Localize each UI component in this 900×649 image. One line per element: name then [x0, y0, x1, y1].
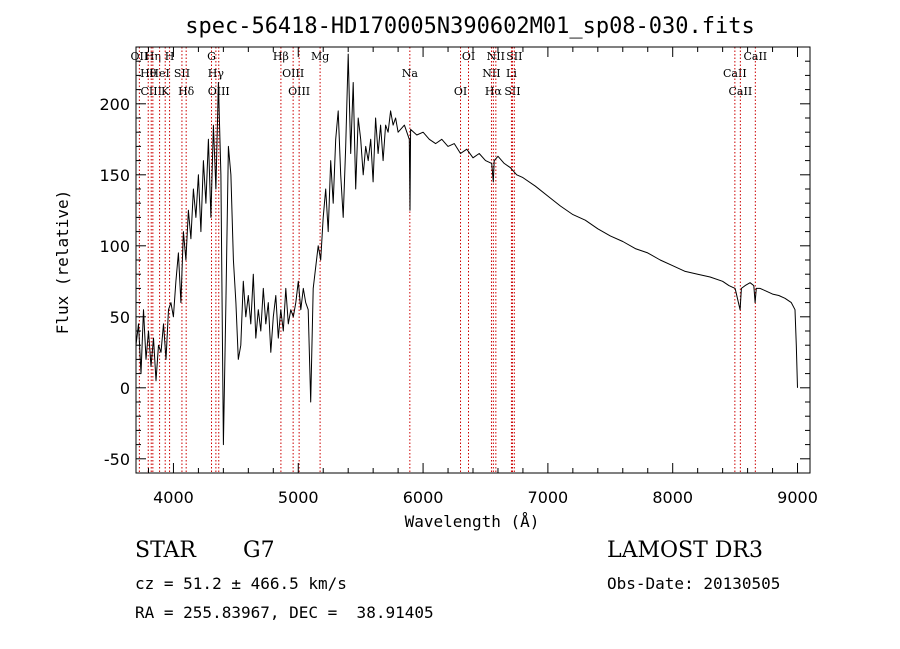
- ra-dec: RA = 255.83967, DEC = 38.91405: [135, 603, 434, 622]
- line-label: CIII: [141, 85, 162, 98]
- y-axis-label: Flux (relative): [53, 190, 72, 335]
- line-label: OI: [462, 50, 475, 63]
- y-tick-label: 200: [99, 95, 130, 114]
- line-label: Mg: [311, 50, 329, 63]
- line-label: Li: [506, 67, 517, 80]
- y-tick-label: 50: [110, 308, 130, 327]
- line-label: Hη: [145, 50, 161, 63]
- line-label: SII: [504, 85, 520, 98]
- spectrum-series: [135, 53, 798, 446]
- x-tick-label: 5000: [278, 488, 319, 507]
- x-tick-label: 7000: [528, 488, 569, 507]
- line-label: Hδ: [178, 85, 195, 98]
- y-tick-label: 100: [99, 237, 130, 256]
- line-label: Na: [402, 67, 419, 80]
- x-tick-label: 9000: [777, 488, 818, 507]
- line-label: OIII: [288, 85, 310, 98]
- line-label: HeI: [149, 67, 169, 80]
- axes: 4000 5000 6000 7000 8000 9000 -50 0 50 100 150 200: [99, 46, 818, 507]
- line-label: Hγ: [208, 67, 225, 80]
- line-label: NII: [487, 50, 505, 63]
- line-label: CaII: [743, 50, 767, 63]
- line-label: CaII: [729, 85, 753, 98]
- x-axis-label: Wavelength (Å): [405, 512, 540, 531]
- line-label: OI: [454, 85, 467, 98]
- object-class: STAR: [135, 538, 196, 563]
- line-label: OIII: [282, 67, 304, 80]
- plot-frame: [135, 46, 811, 474]
- line-label: NII: [482, 67, 500, 80]
- survey-name: LAMOST DR3: [607, 538, 763, 563]
- line-label: OII: [131, 50, 149, 63]
- chart-title: spec-56418-HD170005N390602M01_sp08-030.f…: [185, 14, 755, 39]
- observation-date: Obs-Date: 20130505: [607, 574, 781, 593]
- x-tick-label: 8000: [652, 488, 693, 507]
- emission-line-markers: OIIHθCIIIHηHeIKHSIIHδGHγOIIIHβOIIIOIIIMg…: [131, 47, 767, 473]
- x-tick-label: 4000: [153, 488, 194, 507]
- object-subclass: G7: [243, 538, 275, 563]
- line-label: Hα: [485, 85, 503, 98]
- x-tick-label: 6000: [403, 488, 444, 507]
- redshift-cz: cz = 51.2 ± 466.5 km/s: [135, 574, 347, 593]
- spectrum-line: [135, 53, 798, 446]
- line-label: K: [161, 85, 170, 98]
- line-label: G: [207, 50, 216, 63]
- line-label: Hβ: [273, 50, 289, 63]
- y-tick-label: 150: [99, 166, 130, 185]
- line-label: Hθ: [140, 67, 157, 80]
- line-label: H: [165, 50, 175, 63]
- line-label: SII: [506, 50, 522, 63]
- y-tick-label: 0: [120, 379, 130, 398]
- line-label: SII: [174, 67, 190, 80]
- y-tick-label: -50: [104, 450, 130, 469]
- line-label: CaII: [723, 67, 747, 80]
